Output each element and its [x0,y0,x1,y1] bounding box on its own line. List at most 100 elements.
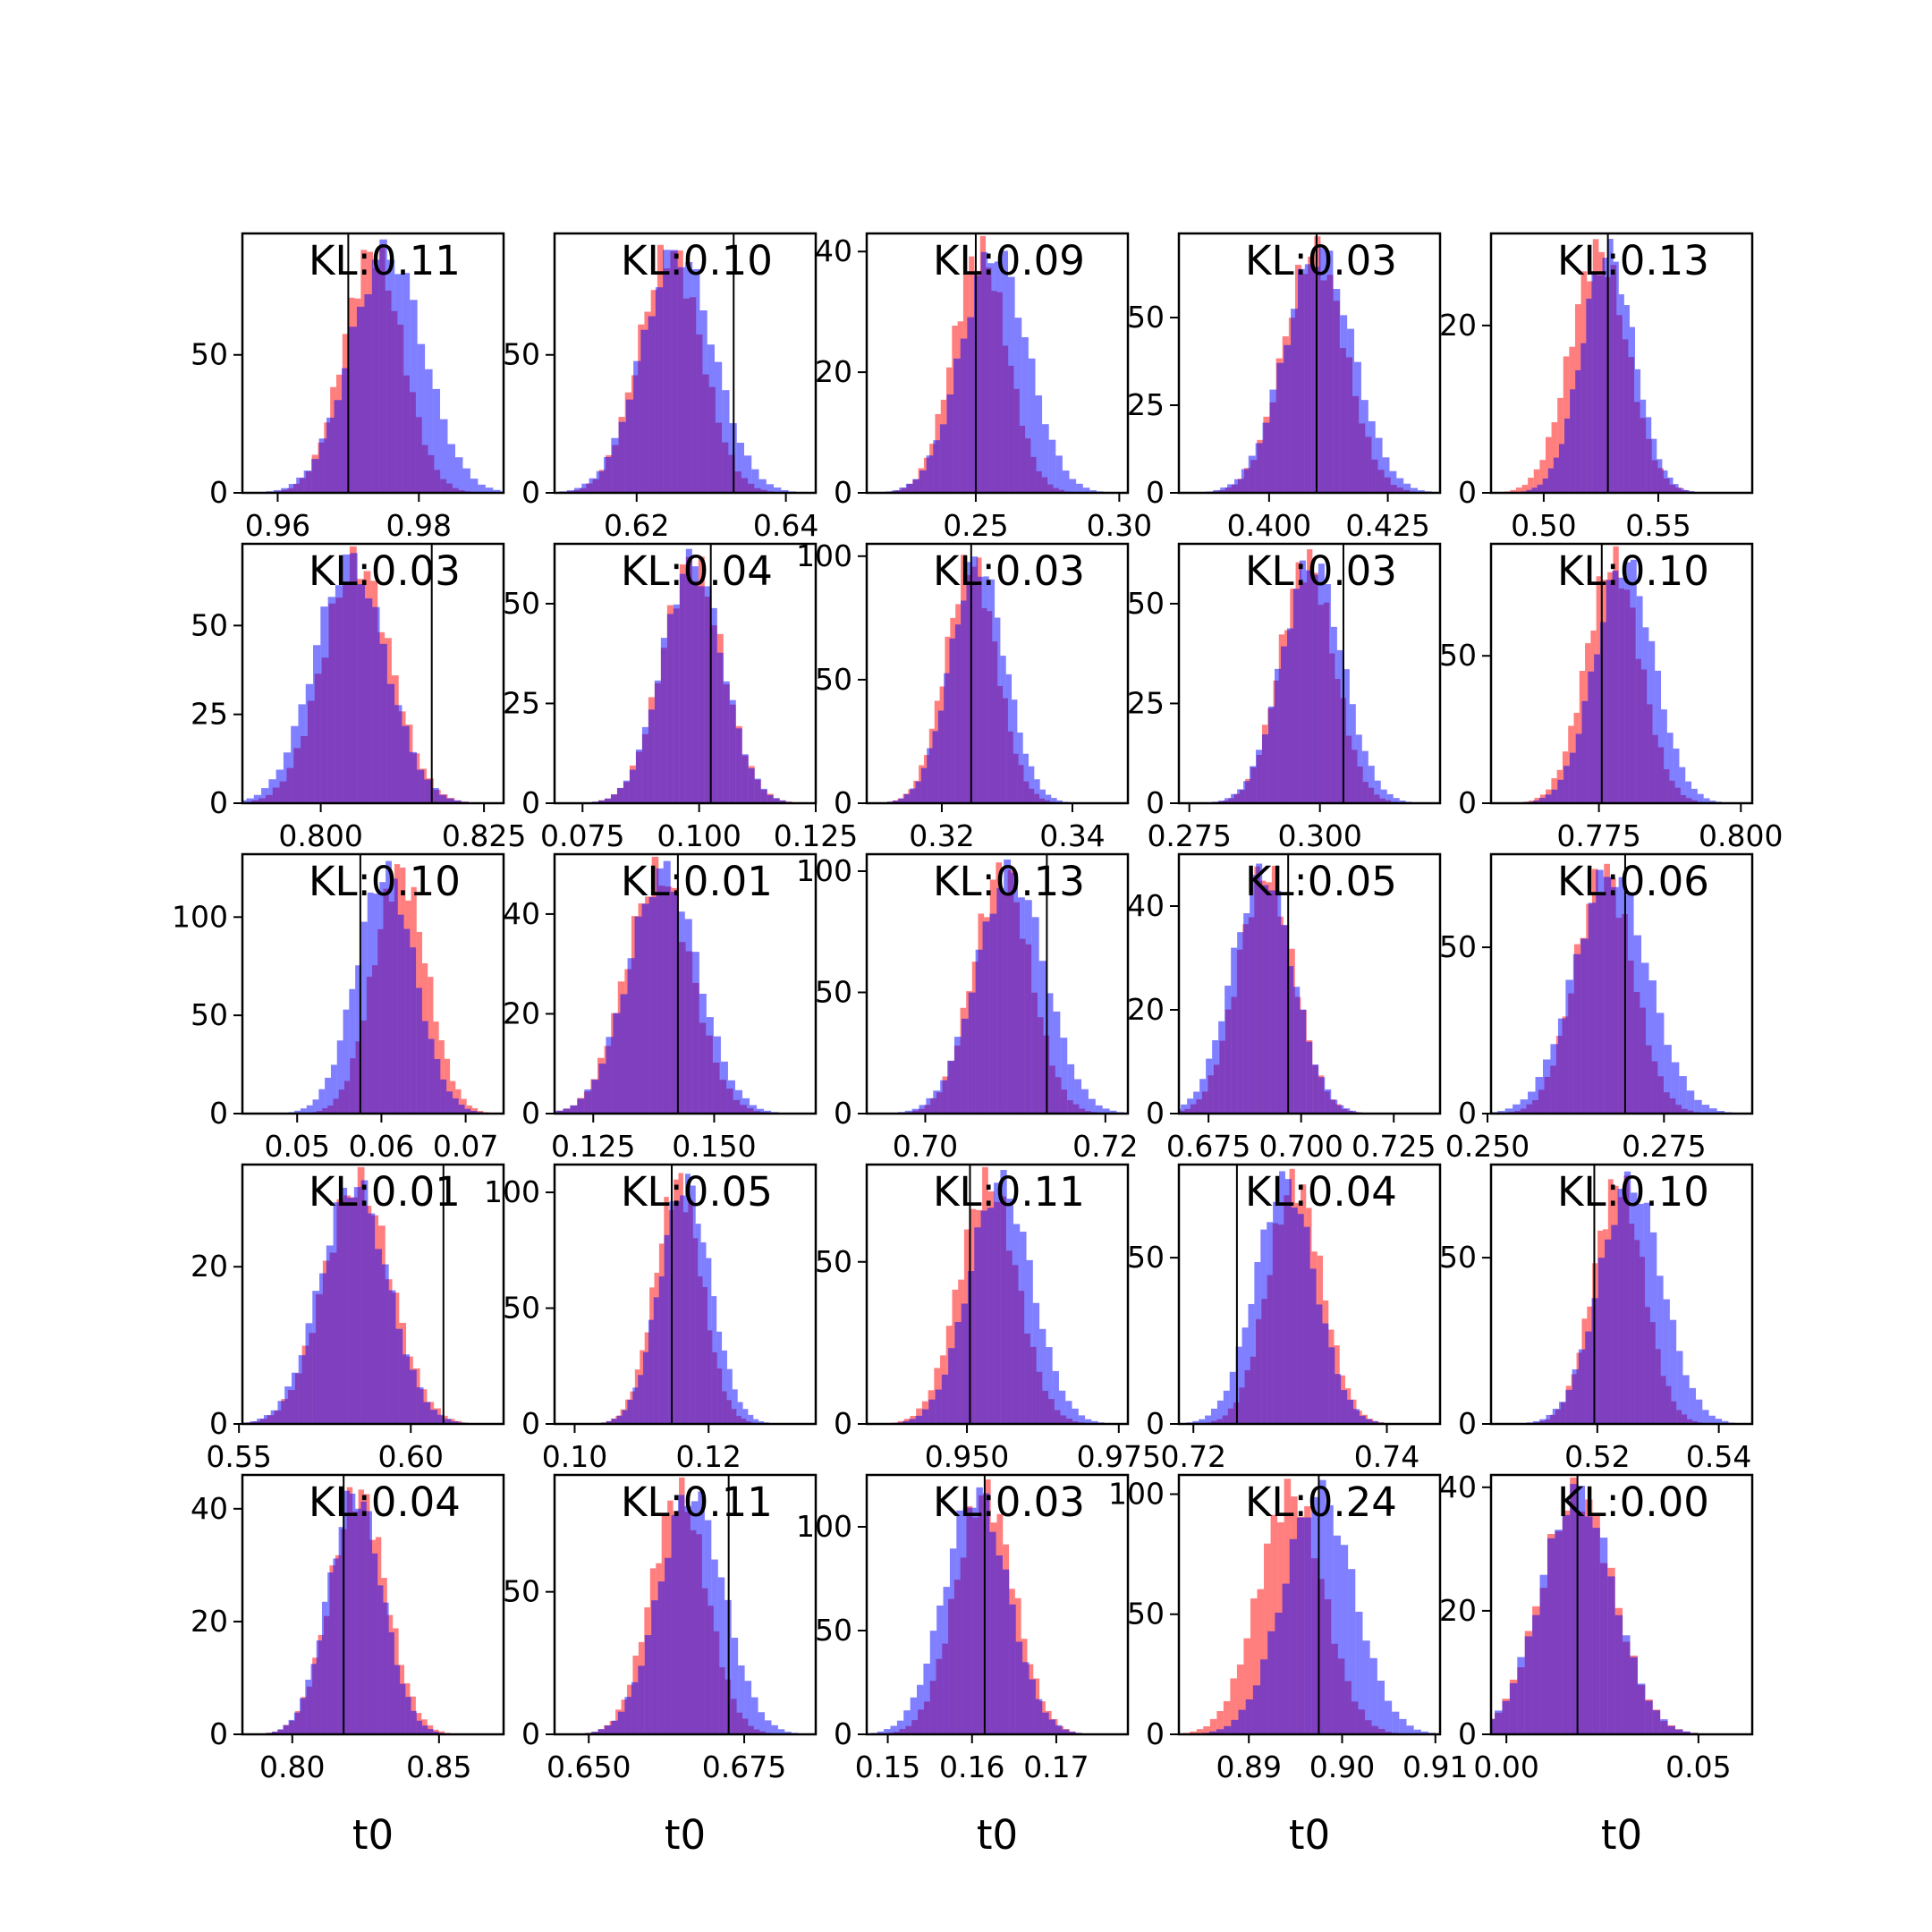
blue-histogram-bar [1309,1268,1317,1424]
blue-histogram-bar [996,1555,1003,1734]
kl-annotation: KL:0.00 [1557,1479,1709,1526]
blue-histogram-bar [1547,468,1554,493]
x-tick-label: 0.300 [1277,818,1361,853]
blue-histogram-bar [1646,417,1652,493]
blue-histogram-bar [1546,1414,1553,1424]
blue-histogram-bar [1060,1038,1068,1114]
blue-histogram-bar [1039,789,1046,803]
blue-histogram-bar [379,239,387,493]
blue-histogram-bar [356,306,365,493]
blue-histogram-bar [1085,1419,1092,1424]
x-tick-label: 0.52 [1564,1439,1630,1474]
red-histogram-bar [1528,478,1534,493]
blue-histogram-bar [919,1105,927,1114]
blue-histogram-bar [1657,1275,1664,1424]
blue-histogram-bar [1392,1711,1400,1734]
x-tick-label: 0.975 [1077,1439,1161,1474]
blue-histogram-bar [980,251,988,493]
blue-histogram-bar [1509,1682,1518,1734]
panel-frame [865,1163,1130,1426]
blue-histogram-bar [1662,470,1668,493]
blue-histogram-bar [1011,872,1018,1114]
blue-histogram-bar [1252,1685,1261,1734]
blue-histogram-bar [978,576,984,803]
blue-histogram-bar [1268,890,1275,1114]
blue-histogram-bar [1630,1657,1638,1734]
red-histogram-bar [1230,1678,1237,1734]
blue-histogram-bar [1243,913,1250,1114]
blue-histogram-bar [394,705,402,803]
y-tick-label: 20 [191,1604,228,1639]
blue-histogram-bar [1666,733,1674,803]
blue-histogram-bar [261,788,269,803]
blue-histogram-bar [1291,309,1298,493]
blue-histogram-bar [764,1720,772,1734]
blue-histogram-bar [960,338,968,493]
blue-histogram-bar [1241,1327,1249,1424]
blue-histogram-bar [1605,1239,1612,1424]
panel-frame [865,542,1130,805]
blue-histogram-bar [1651,438,1657,493]
blue-histogram-bar [1231,793,1238,803]
blue-histogram-bar [1034,779,1040,803]
blue-histogram-bar [677,911,685,1114]
blue-histogram-bar [1256,863,1263,1114]
blue-histogram-bar [1029,1679,1036,1734]
blue-histogram-bar [744,1681,752,1734]
blue-histogram-bar [1224,798,1232,803]
blue-histogram-bar [300,1698,306,1734]
blue-histogram-bar [1062,470,1070,493]
blue-histogram-bar [1250,875,1257,1114]
blue-histogram-bar [911,1108,919,1114]
blue-histogram-bar [1238,1709,1246,1734]
bars-group [242,546,470,803]
panel-frame [241,1163,505,1426]
blue-histogram-bar [648,316,656,493]
blue-histogram-bar [1234,479,1241,493]
blue-histogram-bar [1297,1214,1304,1424]
blue-histogram-bar [1555,1530,1563,1734]
blue-histogram-bar [1612,571,1619,803]
histogram-panel: 0 50 0.96 0.98 KL:0.11 [191,232,505,543]
blue-histogram-bar [1623,1635,1631,1734]
blue-histogram-bar [1648,640,1656,803]
y-tick-label: 0 [1146,475,1165,510]
blue-histogram-bar [710,607,717,803]
blue-histogram-bar [1055,455,1063,493]
blue-histogram-bar [748,767,755,803]
histogram-panel: 0 50 100 0.05 0.06 0.07 KL:0.10 [172,852,505,1164]
panel-frame [241,1473,505,1736]
y-tick-label: 50 [191,337,228,372]
blue-histogram-bar [1535,1077,1543,1114]
blue-histogram-bar [1361,750,1368,803]
blue-histogram-bar [670,250,678,493]
blue-histogram-bar [1580,343,1587,493]
blue-histogram-bar [1038,961,1046,1114]
blue-histogram-bar [926,455,934,493]
blue-histogram-bar [983,576,989,803]
red-histogram-bar [1209,1718,1217,1734]
histogram-panel: 0 20 40 0.125 0.150 KL:0.01 [503,852,818,1164]
panel-frame [1177,1163,1442,1426]
blue-histogram-bar [664,1234,670,1424]
blue-histogram-bar [1216,1729,1224,1734]
blue-histogram-bar [577,1098,585,1114]
blue-histogram-bar [1210,1408,1217,1424]
blue-histogram-bar [416,769,425,803]
blue-histogram-bar [640,329,648,493]
blue-histogram-bar [663,860,671,1114]
blue-histogram-bar [706,1258,712,1424]
blue-histogram-bar [1546,1538,1555,1734]
blue-histogram-bar [1281,925,1288,1114]
kl-annotation: KL:0.11 [933,1168,1085,1216]
blue-histogram-bar [388,1631,394,1734]
blue-histogram-bar [1065,1401,1072,1424]
x-tick-label: 0.675 [1166,1129,1250,1164]
blue-histogram-bar [1280,646,1287,803]
blue-histogram-bar [1068,1732,1076,1734]
blue-histogram-bar [1565,1389,1572,1424]
blue-histogram-bar [1532,1614,1540,1734]
blue-histogram-bar [1537,484,1543,493]
blue-histogram-bar [713,1036,721,1114]
blue-histogram-bar [1331,1099,1338,1114]
